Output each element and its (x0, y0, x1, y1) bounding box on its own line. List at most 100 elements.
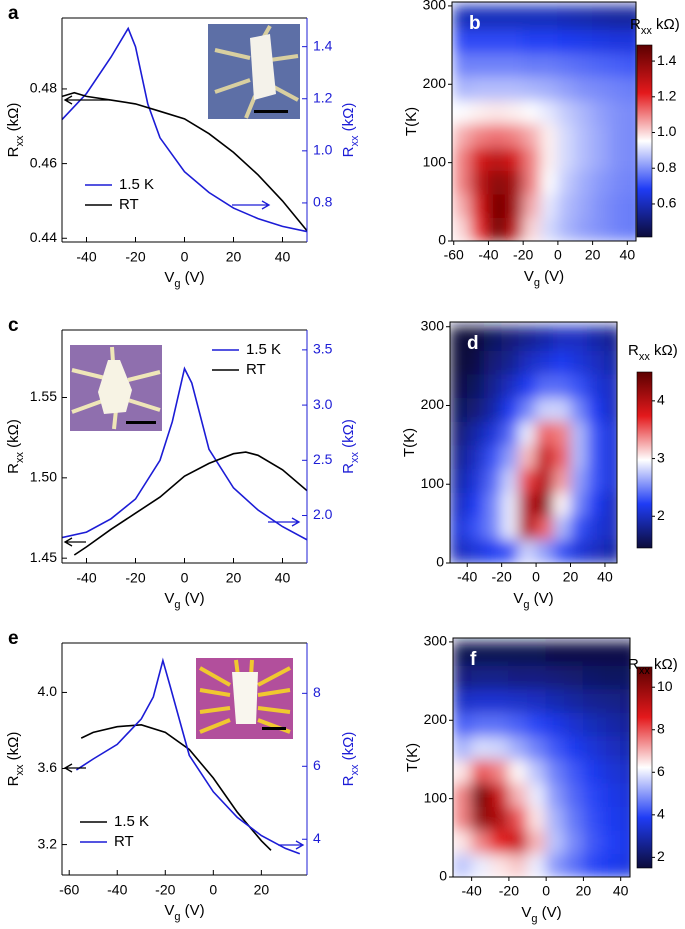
heatmap-cell (522, 146, 542, 171)
colorbar-label: Rxx kΩ) (628, 656, 678, 677)
heatmap-cell (604, 349, 617, 375)
heatmap-cell (522, 28, 542, 54)
heatmap-cell (453, 735, 473, 760)
heatmap-cell (505, 216, 524, 241)
heatmap-cell (574, 169, 594, 195)
y-tick-label: 200 (421, 396, 445, 412)
heatmap-cell (535, 373, 554, 399)
heatmap-cell (466, 373, 485, 399)
label-part: g (174, 278, 180, 290)
heatmap-cell (582, 805, 603, 831)
heatmap-cell (557, 99, 576, 124)
heatmap-cell (508, 758, 529, 784)
heatmap-cell (601, 829, 622, 854)
heatmap-cell (574, 216, 594, 241)
heatmap-cell (564, 852, 584, 877)
heatmap-cell (587, 467, 606, 493)
label-part: kΩ) (652, 16, 680, 33)
label-part: (kΩ) (340, 732, 357, 765)
heatmap-cell (470, 146, 489, 171)
heatmap-cell (466, 349, 485, 375)
heatmap-cell (471, 758, 491, 784)
heatmap-cell (601, 641, 622, 666)
heatmap-cell (471, 711, 491, 737)
heatmap-cell (557, 5, 576, 30)
heatmap-cell (592, 122, 611, 148)
colorbar-tick-label: 3 (657, 449, 665, 465)
y-tick-label: 0 (439, 868, 447, 884)
heatmap-cell (470, 122, 489, 148)
heatmap-cell (552, 491, 572, 517)
heatmap-cell (540, 99, 559, 124)
label-part: V (164, 590, 174, 607)
heatmap-cell (626, 169, 636, 195)
x-tick-label: -20 (125, 249, 145, 265)
plot-frame (451, 1, 637, 242)
heatmap-cell (471, 688, 491, 713)
heatmap-cell (620, 805, 630, 831)
heatmap-cell (557, 169, 576, 195)
heatmap-cell (527, 735, 547, 760)
heatmap-cell (626, 146, 636, 171)
heatmap-cell (518, 467, 537, 493)
heatmap-cell (522, 169, 542, 195)
heatmap-cell (582, 711, 603, 737)
heatmap-cell (489, 688, 510, 713)
heatmap-cell (592, 52, 611, 77)
heatmap-cell (570, 326, 589, 351)
heatmap-cell (592, 216, 611, 241)
label-part: (V) (537, 904, 561, 921)
heatmap-cell (470, 5, 489, 30)
heatmap-cell (574, 146, 594, 171)
label-part: (V) (529, 590, 553, 607)
colorbar-tick-label: 1.2 (657, 87, 677, 103)
heatmap-cell (552, 515, 572, 540)
label-part: R (630, 16, 641, 33)
heatmap-cell (535, 420, 554, 446)
legend-label: 1.5 K (246, 341, 281, 358)
x-axis-label: Vg (V) (521, 904, 561, 925)
heatmap-cell (626, 99, 636, 124)
x-tick-label: 20 (226, 570, 242, 586)
heatmap-cell (483, 444, 503, 469)
x-tick-label: 0 (209, 882, 217, 898)
x-tick-label: -60 (59, 882, 79, 898)
label-part: xx (349, 764, 361, 776)
heatmap-cell (487, 99, 507, 124)
y-tick-label: 0 (436, 554, 444, 570)
heatmap-cell (609, 146, 628, 171)
heatmap-cell (518, 349, 537, 375)
heatmap-cell (527, 641, 547, 666)
heatmap-cell (574, 5, 594, 30)
heatmap-cell (471, 805, 491, 831)
heatmap-cell (609, 52, 628, 77)
label-part: (kΩ) (5, 732, 22, 765)
heatmap-cell (483, 420, 503, 446)
heatmap-cell (570, 444, 589, 469)
label-part: (V) (180, 902, 204, 919)
y-tick-label: 1.50 (30, 469, 57, 485)
heatmap-cell (522, 122, 542, 148)
label-part: R (340, 775, 357, 786)
heatmap-cell (483, 326, 503, 351)
heatmap-cell (487, 5, 507, 30)
axis-arrows (63, 95, 305, 850)
heatmap-cell (501, 420, 520, 446)
heatmap-cell (620, 829, 630, 854)
x-tick-label: -60 (444, 247, 464, 263)
heatmap-cell (582, 852, 603, 877)
heatmap-cell (626, 122, 636, 148)
heatmap-cell (466, 515, 485, 540)
y-tick-label: 100 (421, 475, 445, 491)
heatmap-cell (483, 349, 503, 375)
heatmap-cell (487, 28, 507, 54)
heatmap-cell (508, 664, 529, 690)
heatmap-cell (604, 538, 617, 563)
heatmap-cell (466, 397, 485, 422)
colorbar-label: Rxx kΩ) (628, 342, 678, 363)
heatmap-cell (620, 711, 630, 737)
heatmap-cell (453, 782, 473, 807)
heatmap-cell (545, 758, 566, 784)
heatmap-cell (450, 420, 468, 446)
panel-letter: d (467, 333, 479, 354)
